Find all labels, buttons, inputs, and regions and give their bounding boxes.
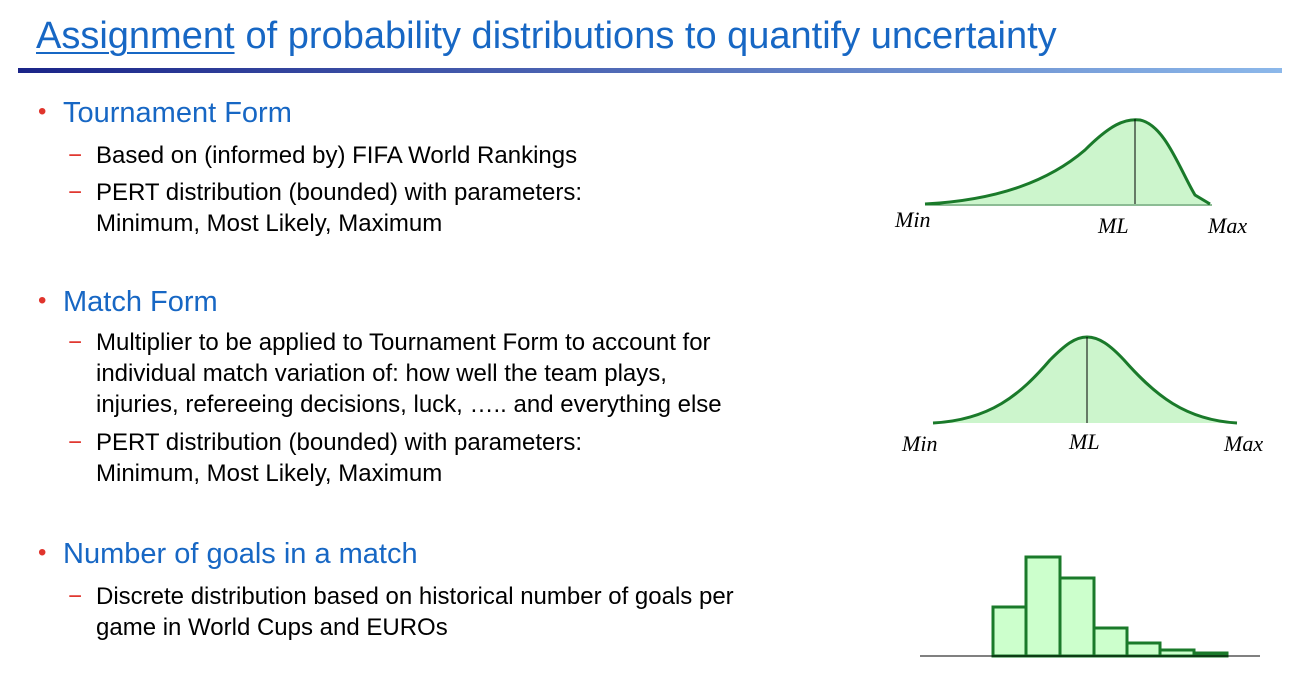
item-text: PERT distribution (bounded) with paramet… [96,179,583,206]
hist-bar [1058,576,1096,658]
slide-title: Assignment of probability distributions t… [36,17,1057,55]
dash: − [68,142,83,169]
hist-bar [1158,648,1196,658]
item-text: game in World Cups and EUROs [96,614,448,641]
title-underlined: Assignment [36,15,235,57]
hist-bar [1092,626,1129,658]
hist-bar [1024,555,1062,658]
section-heading: Tournament Form [63,97,292,129]
bullet: • [38,287,47,314]
curve-fill [933,337,1237,423]
pert-skewed: Min ML Max [894,118,1247,238]
title-rest: of probability distributions to quantify… [245,15,1057,57]
item-text: Minimum, Most Likely, Maximum [96,210,443,237]
hist-bar [1125,641,1162,658]
item-text: Discrete distribution based on historica… [96,583,734,610]
dash: − [68,179,83,206]
section-heading: Number of goals in a match [63,538,418,570]
diagram-label: Min [894,207,930,232]
pert-symmetric: Min ML Max [901,335,1263,456]
item-text: injuries, refereeing decisions, luck, ….… [96,391,722,418]
diagram-label: Max [1207,213,1247,238]
curve-fill [925,119,1210,204]
bullet: • [38,539,47,566]
diagram-label: ML [1068,429,1100,454]
title-rule [18,68,1282,73]
dash: − [68,329,83,356]
diagram-label: Max [1223,431,1263,456]
section-heading: Match Form [63,286,218,318]
curve [924,118,1211,206]
item-text: PERT distribution (bounded) with paramet… [96,429,583,456]
diagram-label: ML [1097,213,1129,238]
histogram [920,555,1260,658]
bullet: • [38,98,47,125]
item-text: individual match variation of: how well … [96,360,667,387]
dash: − [68,429,83,456]
item-text: Minimum, Most Likely, Maximum [96,460,443,487]
hist-bar [991,605,1028,658]
diagram-label: Min [901,431,937,456]
item-text: Based on (informed by) FIFA World Rankin… [96,142,578,169]
dash: − [68,583,83,610]
item-text: Multiplier to be applied to Tournament F… [96,329,711,356]
